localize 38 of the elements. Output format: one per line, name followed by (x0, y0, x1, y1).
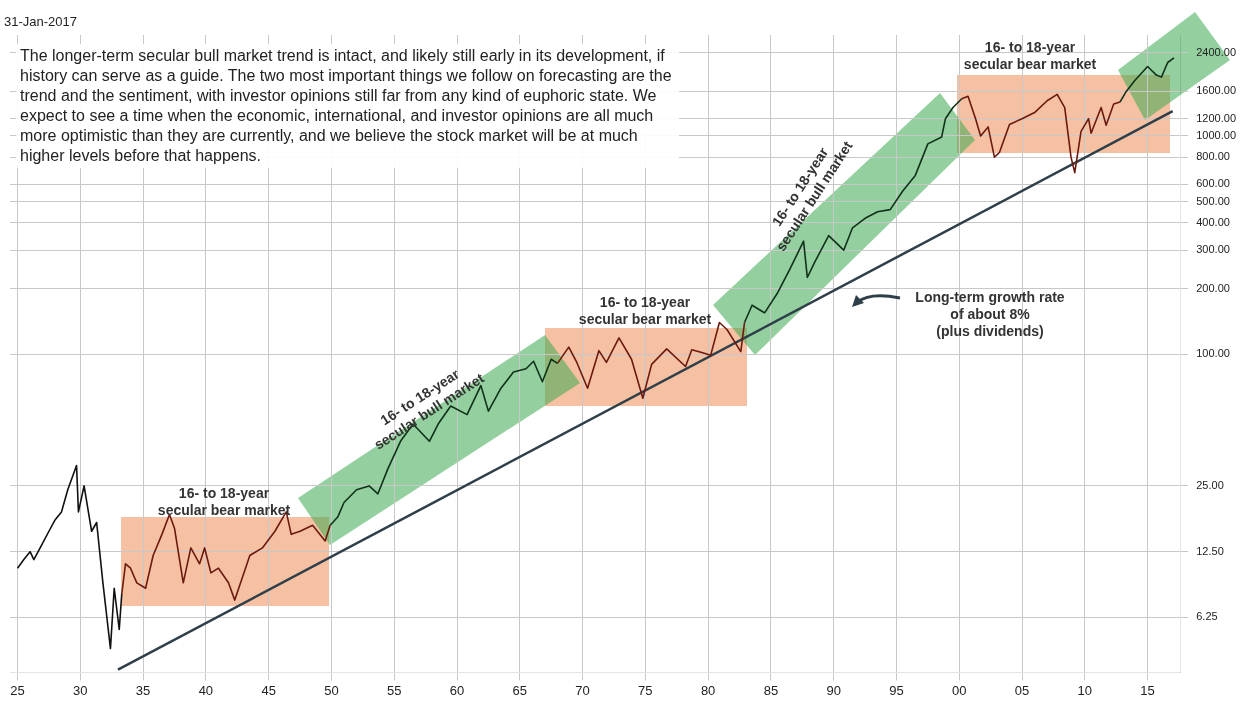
x-tick-label: 05 (1014, 682, 1030, 698)
y-tick-label: 400.00 (1196, 215, 1230, 228)
x-tick-label: 25 (10, 682, 25, 698)
x-tick-label: 75 (638, 682, 653, 698)
x-tick-label: 80 (700, 682, 716, 698)
x-tick-label: 70 (575, 682, 590, 698)
x-tick-label: 85 (763, 682, 779, 698)
chart-subtitle: 31-Jan-2017 (4, 14, 77, 29)
x-tick-label: 60 (449, 682, 465, 698)
x-tick-label: 55 (386, 682, 402, 698)
y-tick-label: 12.50 (1196, 544, 1224, 557)
y-tick-label: 6.25 (1196, 610, 1218, 623)
annotation: 16- to 18-year secular bear market (157, 485, 291, 519)
y-tick-label: 1000.00 (1196, 129, 1236, 142)
y-tick-label: 1600.00 (1196, 84, 1236, 97)
x-tick-label: 40 (198, 682, 214, 698)
x-tick-label: 95 (889, 682, 904, 698)
x-tick-label: 45 (261, 682, 276, 698)
x-tick-label: 30 (73, 682, 88, 698)
x-tick-label: 10 (1077, 682, 1093, 698)
y-tick-label: 25.00 (1196, 478, 1224, 491)
x-tick-label: 65 (512, 682, 528, 698)
annotation: Long-term growth rate of about 8% (plus dividends) (915, 288, 1065, 339)
y-tick-label: 500.00 (1196, 194, 1230, 207)
y-tick-label: 300.00 (1196, 243, 1230, 256)
y-tick-label: 600.00 (1196, 177, 1230, 190)
x-tick-label: 00 (952, 682, 967, 698)
x-tick-label: 50 (324, 682, 339, 698)
y-tick-label: 100.00 (1196, 347, 1230, 360)
annotation: 16- to 18-year secular bear market (578, 294, 712, 328)
y-tick-label: 800.00 (1196, 150, 1230, 163)
annotation: The longer-term secular bull market trend is intact, and likely still early in its development, if history can serve as a guide. The two most important things we follow on forecasting are the trend and the sentiment, with investor opinions still far from any kind of euphoric state. We expect to see a time when the economic, international, and investor opinions are all much more optimistic than they are currently, and we believe the stock market will be at much higher levels before that happens. (16, 44, 679, 168)
x-tick-label: 90 (826, 682, 841, 698)
y-tick-label: 1200.00 (1196, 111, 1236, 124)
x-tick-label: 15 (1140, 682, 1155, 698)
y-tick-label: 200.00 (1196, 281, 1230, 294)
annotation: 16- to 18-year secular bear market (963, 39, 1097, 73)
x-tick-label: 35 (135, 682, 151, 698)
